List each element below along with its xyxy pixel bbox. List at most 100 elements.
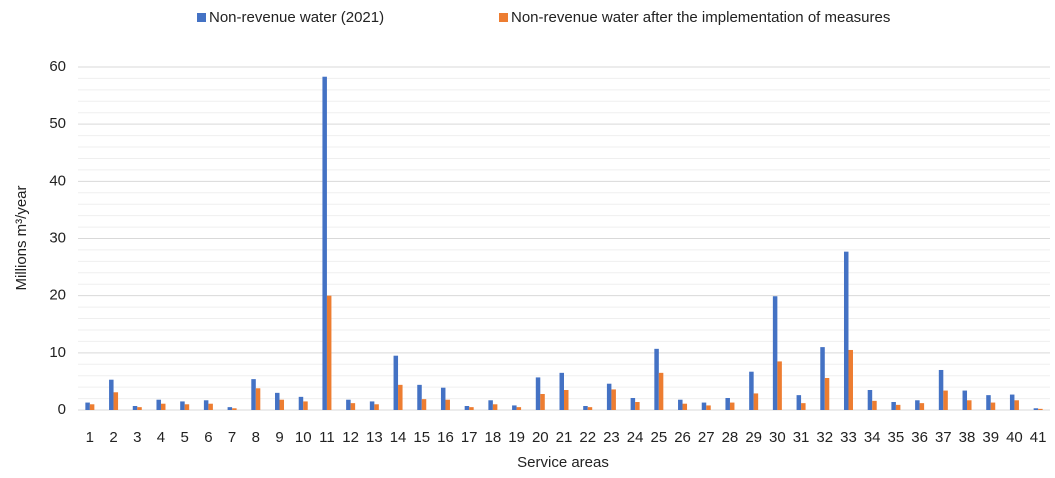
x-tick-label: 18: [485, 429, 502, 446]
legend-label: Non-revenue water (2021): [209, 9, 384, 26]
x-tick-label: 6: [204, 429, 212, 446]
y-tick-label: 60: [49, 58, 66, 75]
bar: [346, 399, 351, 410]
x-tick-label: 4: [157, 429, 165, 446]
x-tick-label: 30: [769, 429, 786, 446]
x-tick-label: 2: [109, 429, 117, 446]
bar: [872, 400, 877, 410]
x-tick-label: 24: [627, 429, 644, 446]
bar: [701, 402, 707, 410]
bar: [251, 379, 256, 410]
bar: [962, 390, 968, 410]
x-tick-label: 23: [603, 429, 620, 446]
bar: [749, 371, 754, 410]
bar: [326, 295, 332, 410]
bar: [824, 377, 830, 410]
bar: [203, 400, 209, 410]
x-tick-label: 1: [86, 429, 94, 446]
bar: [583, 405, 588, 410]
x-axis-title: Service areas: [517, 454, 609, 471]
legend-label: Non-revenue water after the implementati…: [511, 9, 890, 26]
bar: [180, 401, 185, 410]
bar: [160, 403, 166, 410]
bar: [1033, 408, 1039, 410]
x-tick-label: 26: [674, 429, 691, 446]
bar: [350, 403, 356, 410]
x-tick-label: 32: [816, 429, 833, 446]
y-tick-label: 20: [49, 287, 66, 304]
bar: [303, 401, 308, 410]
bar: [990, 402, 996, 410]
bar: [255, 388, 261, 410]
bar: [445, 399, 450, 410]
bar: [986, 395, 991, 410]
bar: [156, 399, 161, 410]
x-tick-label: 22: [579, 429, 596, 446]
bar: [227, 407, 233, 410]
x-tick-label: 36: [911, 429, 928, 446]
bar: [772, 296, 778, 410]
bar: [540, 393, 545, 410]
bar: [535, 377, 541, 410]
bar: [943, 390, 948, 410]
bar: [895, 404, 901, 410]
bar: [801, 403, 806, 410]
bar: [417, 384, 422, 410]
x-tick-label: 9: [275, 429, 283, 446]
bar: [682, 403, 688, 410]
x-tick-label: 14: [390, 429, 407, 446]
bar: [89, 404, 95, 410]
y-tick-label: 50: [49, 115, 66, 132]
bar: [369, 401, 375, 410]
bar: [137, 407, 142, 410]
bar: [492, 404, 498, 410]
bar: [843, 251, 849, 410]
bar: [796, 395, 802, 410]
x-tick-label: 15: [413, 429, 430, 446]
bar: [820, 347, 825, 410]
y-tick-label: 10: [49, 344, 66, 361]
bar: [678, 399, 683, 410]
bar: [848, 349, 853, 410]
x-tick-label: 12: [342, 429, 359, 446]
x-tick-label: 5: [181, 429, 189, 446]
x-tick-label: 11: [319, 429, 335, 446]
bar: [393, 355, 399, 410]
bar: [867, 389, 873, 410]
bar: [891, 401, 896, 410]
bar: [658, 372, 664, 410]
x-tick-label: 16: [437, 429, 454, 446]
bar: [421, 399, 427, 410]
bar: [85, 402, 90, 410]
bar: [113, 392, 119, 410]
bar: [777, 361, 782, 410]
legend-swatch: [197, 13, 206, 22]
bar: [753, 393, 759, 410]
legend-swatch: [499, 13, 508, 22]
bar: [322, 76, 327, 411]
bar: [587, 407, 593, 410]
x-tick-label: 39: [982, 429, 999, 446]
x-tick-label: 31: [793, 429, 810, 446]
x-tick-label: 33: [840, 429, 857, 446]
bar: [611, 389, 616, 410]
x-tick-label: 29: [745, 429, 762, 446]
y-axis-title: Millions m³/year: [13, 185, 30, 290]
bar: [275, 392, 280, 410]
bar: [132, 405, 138, 410]
x-tick-label: 19: [508, 429, 525, 446]
x-tick-label: 40: [1006, 429, 1023, 446]
bar: [298, 396, 304, 410]
bar: [630, 397, 636, 410]
bar: [725, 397, 730, 410]
x-tick-label: 25: [650, 429, 667, 446]
bar: [564, 389, 569, 410]
bar: [440, 387, 446, 410]
bar: [635, 401, 640, 410]
x-tick-label: 37: [935, 429, 952, 446]
x-tick-label: 21: [556, 429, 573, 446]
x-tick-label: 38: [959, 429, 976, 446]
x-tick-label: 17: [461, 429, 478, 446]
bar: [559, 372, 564, 410]
